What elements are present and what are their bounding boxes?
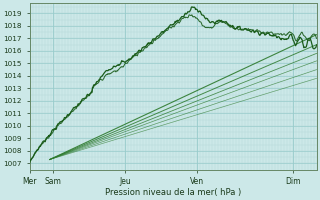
X-axis label: Pression niveau de la mer( hPa ): Pression niveau de la mer( hPa ): [105, 188, 241, 197]
